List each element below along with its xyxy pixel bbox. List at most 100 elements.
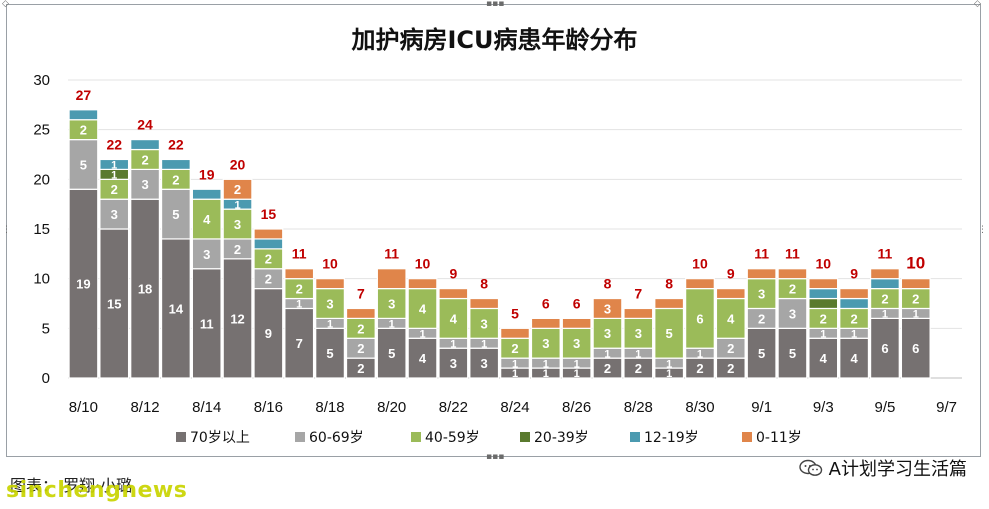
segment-label: 2	[727, 341, 734, 356]
segment-label: 4	[419, 301, 427, 316]
bar-segment	[869, 317, 900, 379]
total-label: 9	[449, 266, 457, 282]
segment-label: 3	[789, 306, 796, 321]
chart-title: 加护病房ICU病患年龄分布	[351, 26, 638, 54]
segment-label: 3	[388, 296, 395, 311]
segment-label: 14	[169, 301, 184, 316]
segment-label: 6	[881, 341, 888, 356]
bar-segment	[777, 268, 808, 280]
total-label: 10	[692, 256, 708, 272]
x-tick-label: 9/7	[936, 399, 957, 416]
total-label: 10	[415, 256, 431, 272]
x-tick-label: 8/14	[192, 399, 221, 416]
total-label: 8	[480, 276, 488, 292]
segment-label: 1	[111, 170, 117, 182]
frame-handle-left-middle[interactable]: ⋮	[2, 225, 11, 235]
bar-segment	[715, 297, 746, 339]
bar-segment	[284, 268, 315, 280]
bar-segment	[253, 228, 284, 240]
segment-label: 2	[758, 311, 765, 326]
y-tick-label: 30	[33, 72, 50, 89]
total-label: 5	[511, 305, 519, 321]
segment-label: 2	[357, 321, 364, 336]
bar-segment	[623, 307, 654, 320]
y-tick-label: 25	[33, 122, 50, 139]
bar-segment	[222, 178, 253, 200]
bar-segment	[160, 238, 191, 379]
segment-label: 5	[666, 326, 673, 341]
x-tick-label: 9/3	[813, 399, 834, 416]
bar-segment	[160, 158, 191, 170]
segment-label: 11	[200, 316, 214, 331]
bar-segment	[746, 268, 777, 280]
segment-label: 2	[604, 361, 611, 376]
total-label: 11	[384, 246, 399, 262]
bar-segment	[808, 297, 839, 310]
bar-segment	[130, 198, 161, 379]
watermark-text: sinchengnews	[6, 478, 188, 503]
bar-segment	[592, 317, 623, 349]
total-label: 6	[542, 295, 550, 311]
segment-label: 2	[850, 311, 857, 326]
bar-segment	[869, 278, 900, 290]
legend-swatch	[520, 432, 530, 442]
segment-label: 2	[80, 123, 87, 138]
segment-label: 1	[111, 160, 117, 172]
segment-label: 2	[357, 361, 364, 376]
frame-handle-top-left[interactable]: ◇	[2, 0, 9, 9]
segment-label: 3	[203, 247, 210, 262]
bar-segment	[253, 288, 284, 379]
segment-label: 2	[234, 242, 241, 257]
bar-segment	[746, 327, 777, 379]
segment-label: 2	[727, 361, 734, 376]
segment-label: 1	[389, 319, 395, 331]
total-label: 10	[906, 254, 925, 273]
frame-handle-bottom-center[interactable]: ▪▪▪	[486, 452, 505, 462]
frame-handle-top-right[interactable]: ◇	[974, 0, 981, 9]
total-label: 8	[665, 276, 673, 292]
legend-swatch	[295, 432, 305, 442]
total-label: 19	[199, 166, 215, 182]
bar-segment	[777, 327, 808, 379]
bar-segment	[191, 188, 222, 200]
total-label: 22	[106, 136, 122, 152]
segment-label: 1	[635, 348, 641, 360]
total-label: 8	[604, 276, 612, 292]
segment-label: 2	[265, 252, 272, 267]
segment-label: 5	[388, 346, 395, 361]
segment-label: 7	[296, 336, 303, 351]
segment-label: 5	[80, 157, 87, 172]
segment-label: 1	[543, 368, 549, 380]
segment-label: 6	[912, 341, 919, 356]
segment-label: 2	[172, 172, 179, 187]
segment-label: 1	[512, 358, 518, 370]
x-tick-label: 8/22	[439, 399, 468, 416]
bar-segment	[623, 317, 654, 349]
segment-label: 1	[820, 328, 826, 340]
frame-handle-right-middle[interactable]: ⋮	[978, 225, 987, 235]
bar-segment	[315, 278, 345, 290]
bar-segment	[99, 198, 130, 230]
segment-label: 1	[604, 348, 610, 360]
segment-label: 3	[326, 296, 333, 311]
legend-label: 20-39岁	[534, 430, 589, 446]
x-tick-label: 8/20	[377, 399, 406, 416]
bar-segment	[592, 297, 623, 319]
legend-label: 0-11岁	[756, 430, 802, 446]
legend-label: 12-19岁	[644, 430, 699, 446]
x-tick-label: 8/28	[624, 399, 653, 416]
account-name: A计划学习生活篇	[828, 459, 967, 480]
frame-handle-top-center[interactable]: ▪▪▪	[486, 0, 505, 9]
total-label: 9	[850, 266, 858, 282]
bar-segment	[500, 327, 530, 339]
legend-swatch	[742, 432, 752, 442]
y-tick-label: 10	[33, 271, 50, 288]
bar-segment	[284, 307, 315, 379]
segment-label: 1	[327, 319, 333, 331]
bar-segment	[191, 268, 222, 379]
segment-label: 1	[882, 309, 888, 321]
bar-segment	[376, 288, 407, 320]
source-caption: 图表： 罗翔·小璐	[10, 476, 133, 495]
bar-segment	[808, 288, 839, 300]
bar-segment	[808, 337, 839, 379]
